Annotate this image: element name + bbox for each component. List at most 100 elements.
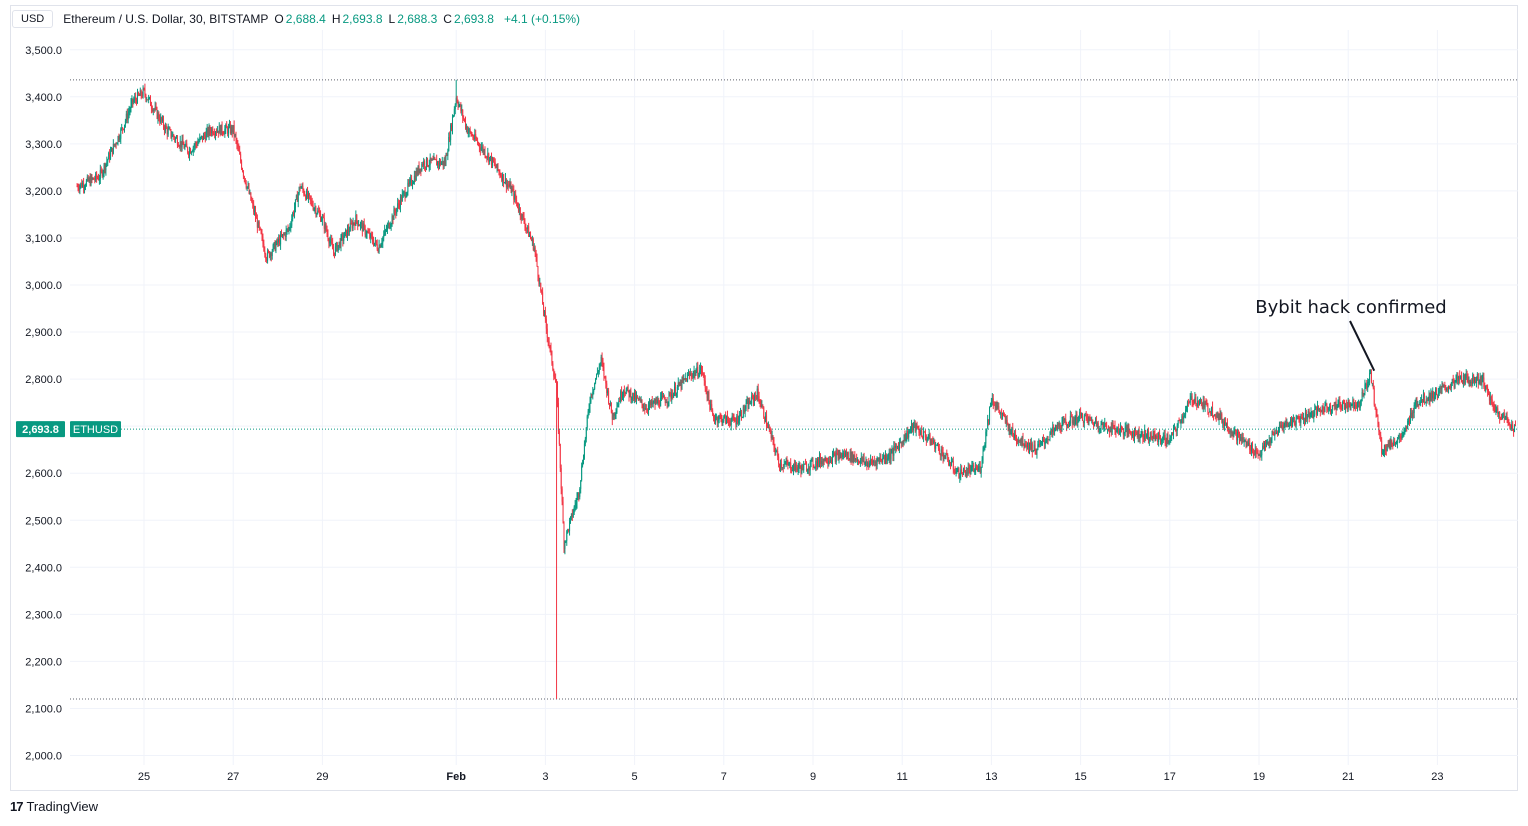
candle-body bbox=[188, 152, 190, 156]
brand-name: TradingView bbox=[26, 799, 99, 814]
candle-body bbox=[1069, 416, 1071, 425]
candle-body bbox=[980, 466, 982, 473]
candle-body bbox=[1451, 379, 1453, 384]
candle-body bbox=[279, 238, 281, 245]
candle-body bbox=[418, 166, 420, 173]
candle-body bbox=[1129, 431, 1131, 433]
candle-body bbox=[211, 128, 213, 134]
candle-body bbox=[105, 163, 107, 171]
candle-body bbox=[1314, 409, 1316, 415]
candle-body bbox=[905, 437, 907, 441]
candle-body bbox=[1164, 435, 1166, 443]
candle-body bbox=[858, 461, 860, 464]
candle-body bbox=[763, 407, 765, 418]
candle-body bbox=[1184, 414, 1186, 417]
candle-body bbox=[1452, 379, 1454, 382]
candle-body bbox=[528, 226, 530, 237]
candle-body bbox=[1370, 372, 1372, 384]
candle-body bbox=[1304, 417, 1306, 421]
candle-body bbox=[1102, 422, 1104, 428]
candle-body bbox=[971, 465, 973, 468]
candle-body bbox=[244, 178, 246, 184]
candle-body bbox=[892, 449, 894, 456]
candle-body bbox=[515, 194, 517, 200]
candle-body bbox=[1463, 374, 1465, 384]
candle-body bbox=[959, 476, 961, 478]
candle-body bbox=[1408, 420, 1410, 422]
candle-body bbox=[1200, 399, 1202, 404]
candle-body bbox=[129, 109, 131, 112]
annotation-text[interactable]: Bybit hack confirmed bbox=[1255, 297, 1446, 318]
candle-body bbox=[163, 126, 165, 131]
candle-body bbox=[262, 236, 264, 244]
candle-body bbox=[809, 461, 811, 471]
candle-body bbox=[600, 356, 602, 364]
candle-body bbox=[91, 176, 93, 179]
candle-body bbox=[1097, 423, 1099, 430]
candle-body bbox=[706, 391, 708, 398]
candle-body bbox=[1284, 421, 1286, 425]
candle-body bbox=[1058, 422, 1060, 427]
candle-body bbox=[1229, 431, 1231, 433]
candle-body bbox=[364, 226, 366, 235]
candle-body bbox=[1204, 402, 1206, 408]
candle-body bbox=[1203, 401, 1205, 408]
candle-body bbox=[675, 393, 677, 396]
candle-body bbox=[117, 136, 119, 144]
candle-body bbox=[412, 183, 414, 185]
candle-body bbox=[530, 237, 532, 241]
candle-body bbox=[1160, 437, 1162, 442]
candle-body bbox=[224, 129, 226, 134]
candle-body bbox=[832, 453, 834, 455]
symbol-title[interactable]: Ethereum / U.S. Dollar, 30, BITSTAMP bbox=[63, 12, 269, 26]
currency-button[interactable]: USD bbox=[12, 10, 54, 28]
candle-body bbox=[1066, 422, 1068, 427]
candle-body bbox=[1016, 440, 1018, 443]
candle-body bbox=[817, 458, 819, 467]
candle-body bbox=[1364, 384, 1366, 394]
candle-body bbox=[1089, 417, 1091, 419]
candle-body bbox=[264, 250, 266, 254]
candle-body bbox=[1423, 394, 1425, 403]
candle-body bbox=[646, 408, 648, 410]
candle-body bbox=[218, 125, 220, 134]
candle-body bbox=[1270, 439, 1272, 444]
candle-body bbox=[947, 454, 949, 461]
brand-footer[interactable]: 17 TradingView bbox=[10, 799, 98, 814]
candle-body bbox=[1103, 425, 1105, 428]
candle-body bbox=[1343, 403, 1345, 410]
candle-body bbox=[1291, 419, 1293, 426]
candle-body bbox=[701, 367, 702, 372]
candle-body bbox=[1422, 394, 1424, 403]
candle-body bbox=[178, 146, 180, 148]
candle-body bbox=[1076, 414, 1078, 423]
candle-body bbox=[975, 467, 977, 471]
candle-body bbox=[330, 239, 332, 242]
candle-body bbox=[236, 139, 238, 145]
candle-body bbox=[1008, 424, 1010, 431]
candle-body bbox=[976, 468, 978, 471]
candle-body bbox=[887, 457, 889, 460]
candle-body bbox=[1456, 376, 1458, 379]
candle-body bbox=[739, 415, 741, 421]
candle-body bbox=[814, 466, 816, 468]
candle-body bbox=[705, 387, 707, 392]
candle-body bbox=[882, 458, 884, 462]
candle-body bbox=[928, 434, 930, 439]
y-tick-label: 3,000.0 bbox=[25, 280, 62, 292]
candle-body bbox=[359, 223, 361, 226]
candle-body bbox=[690, 373, 692, 376]
candle-body bbox=[1417, 404, 1419, 406]
candle-body bbox=[1004, 416, 1006, 423]
candle-body bbox=[1299, 418, 1301, 423]
candle-body bbox=[1496, 408, 1498, 410]
candle-body bbox=[1355, 404, 1357, 406]
candle-body bbox=[1337, 403, 1339, 406]
candle-body bbox=[1096, 423, 1098, 426]
candle-body bbox=[384, 230, 386, 235]
candle-body bbox=[1426, 399, 1428, 401]
candle-body bbox=[624, 392, 626, 394]
candle-body bbox=[520, 215, 522, 220]
candle-body bbox=[1269, 440, 1271, 444]
